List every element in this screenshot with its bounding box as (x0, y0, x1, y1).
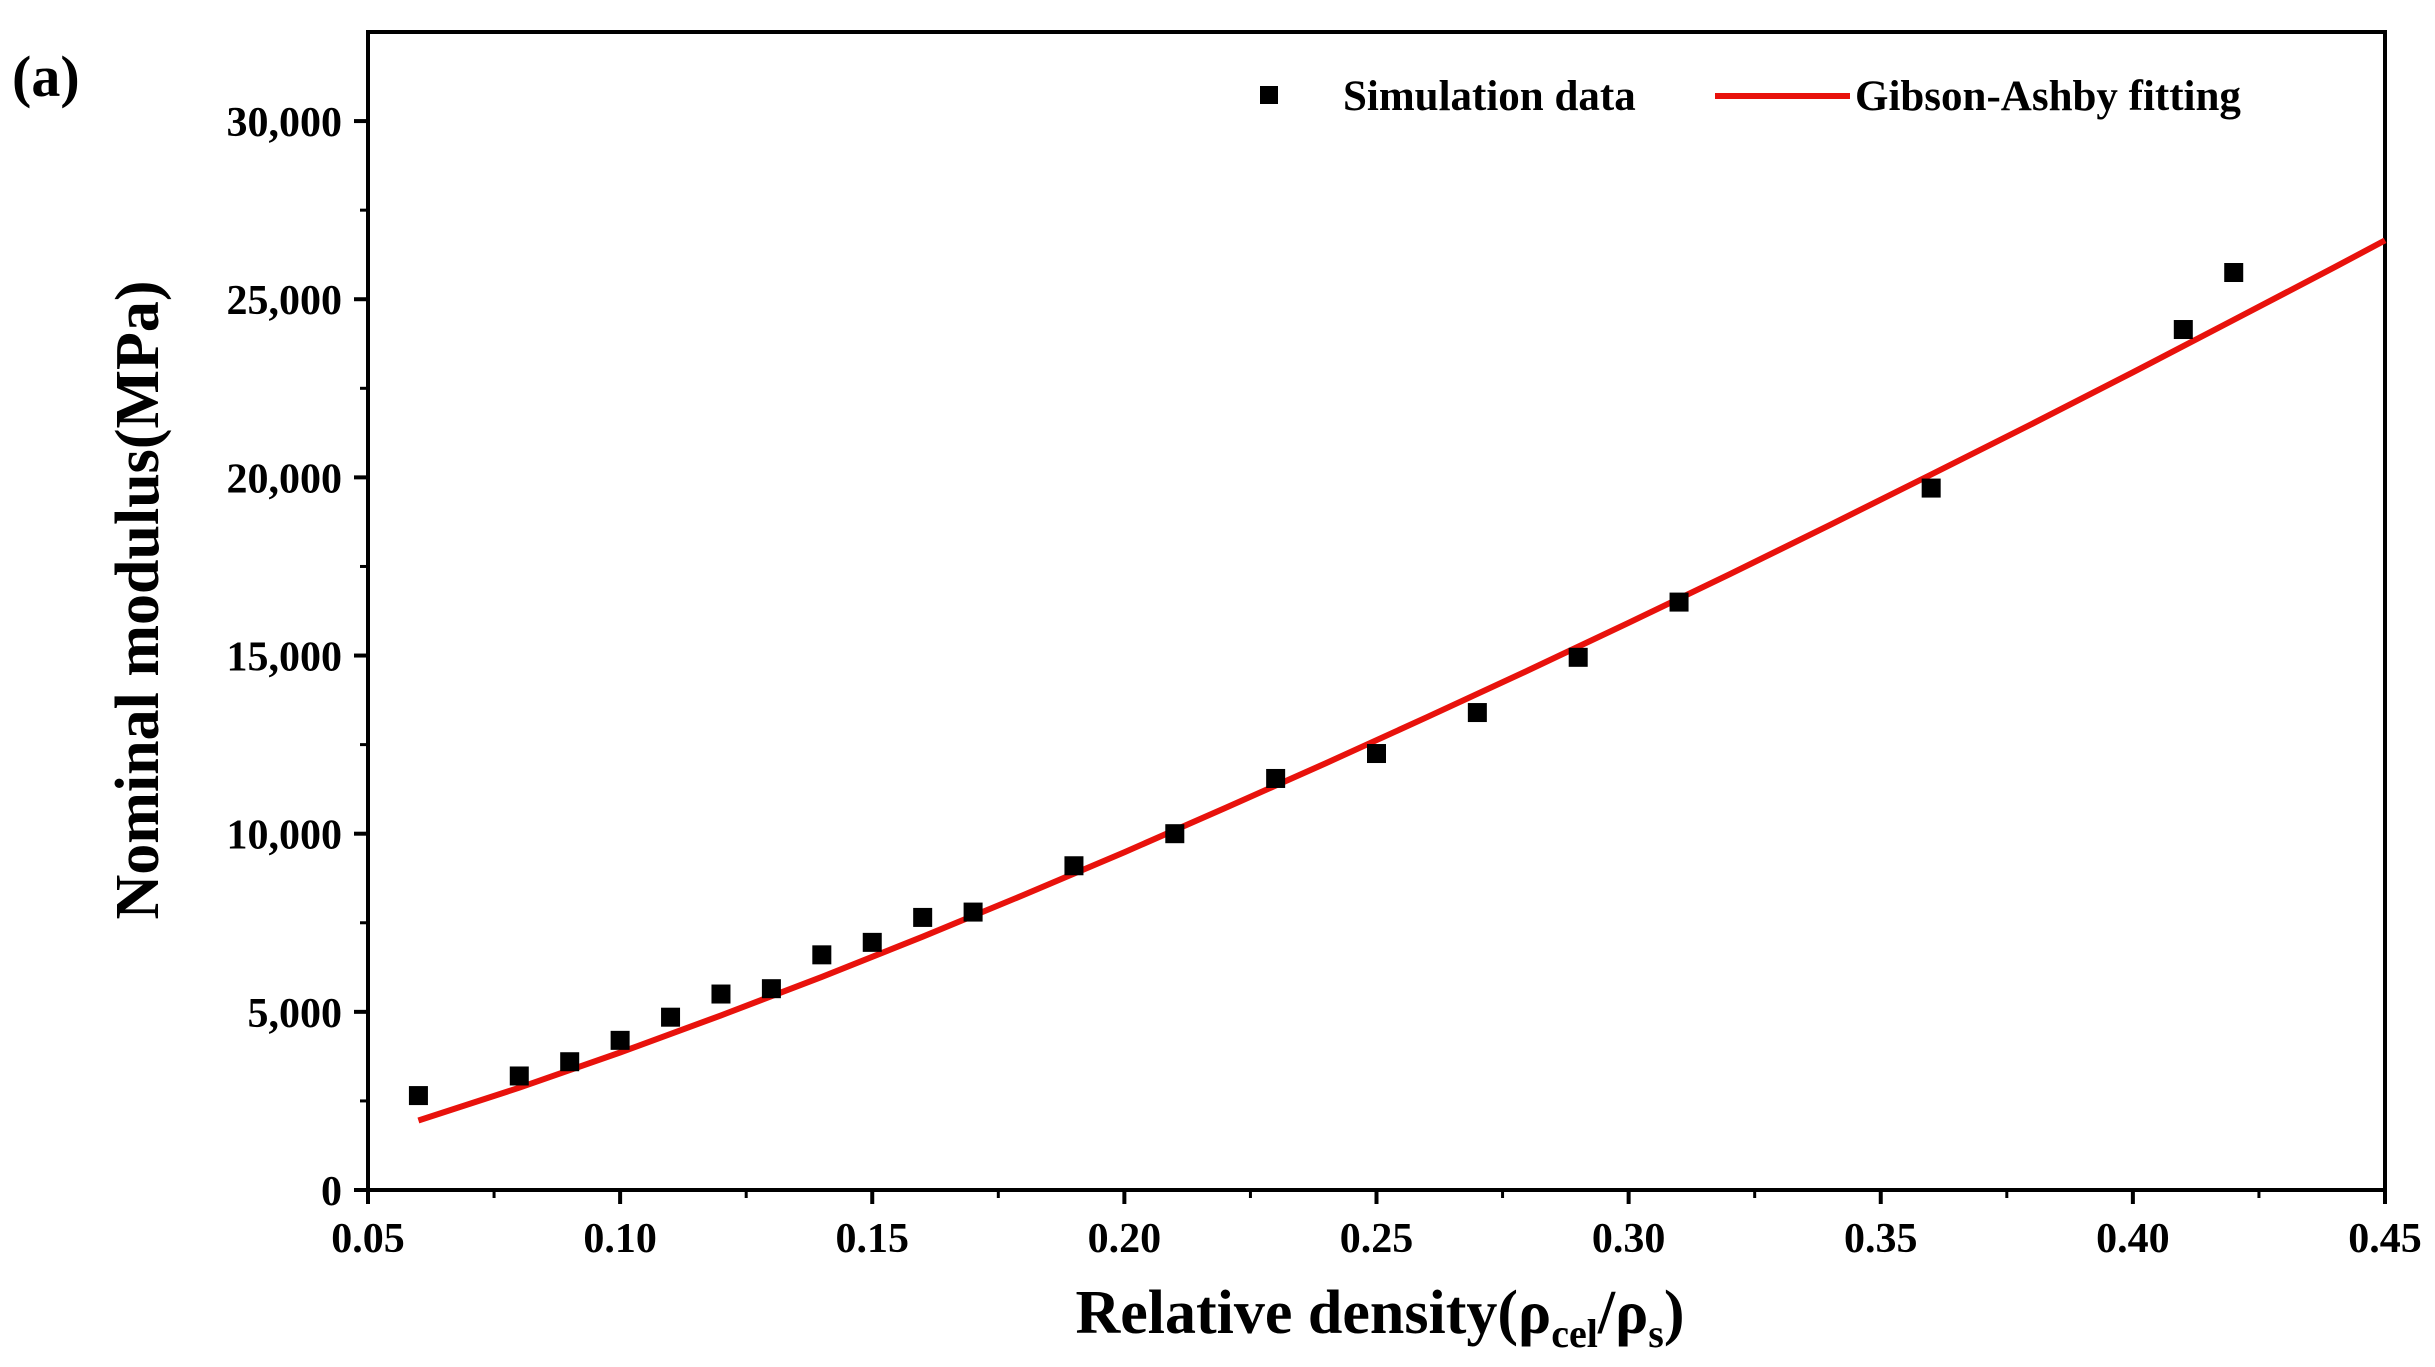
data-point (1064, 856, 1084, 876)
x-tick-label: 0.10 (583, 1216, 657, 1262)
data-point (711, 984, 731, 1004)
x-axis-title-sub-s: s (1648, 1311, 1664, 1356)
data-point (812, 945, 832, 965)
y-tick-label: 20,000 (227, 456, 343, 502)
x-tick-label: 0.45 (2348, 1216, 2422, 1262)
x-tick-label: 0.15 (836, 1216, 910, 1262)
data-point (1568, 647, 1588, 667)
panel-label: (a) (12, 44, 80, 109)
x-tick-label: 0.25 (1340, 1216, 1414, 1262)
data-point (1921, 478, 1941, 498)
data-point (2224, 263, 2244, 283)
data-point (1266, 768, 1286, 788)
gibson-ashby-fit-line (417, 237, 2387, 1124)
x-axis: 0.05 0.10 0.15 0.20 0.25 0.30 0.35 0.40 0.45 (331, 1190, 2422, 1262)
plot-area: 0.05 0.10 0.15 0.20 0.25 0.30 0.35 0.40 0.45 0 5,… (227, 30, 2422, 1262)
data-point (2173, 320, 2193, 340)
x-tick-label: 0.35 (1844, 1216, 1918, 1262)
data-point (862, 932, 882, 952)
legend-label-fitting: Gibson-Ashby fitting (1855, 73, 2241, 120)
x-tick-label: 0.20 (1088, 1216, 1162, 1262)
y-tick-label: 5,000 (248, 991, 343, 1037)
y-axis-title: Nominal modulus(MPa) (104, 281, 172, 920)
y-tick-label: 0 (321, 1169, 342, 1215)
legend-square-marker-icon (1260, 86, 1278, 104)
simulation-data-points (408, 263, 2244, 1106)
data-point (1669, 592, 1689, 612)
x-axis-title-mid: /ρ (1597, 1279, 1648, 1347)
y-tick-label: 15,000 (227, 635, 343, 681)
x-axis-title-sub-cel: cel (1551, 1311, 1598, 1356)
x-axis-title-main: Relative density(ρ (1076, 1279, 1552, 1347)
legend-label-simulation: Simulation data (1343, 73, 1636, 120)
data-point (1467, 703, 1487, 723)
y-tick-label: 25,000 (227, 278, 343, 324)
data-point (661, 1007, 681, 1027)
x-axis-title-end: ) (1664, 1279, 1685, 1347)
y-tick-label: 10,000 (227, 813, 343, 859)
y-axis: 0 5,000 10,000 15,000 20,000 25,000 30,000 (227, 100, 368, 1215)
data-point (610, 1030, 630, 1050)
data-point (963, 902, 983, 922)
data-point (761, 979, 781, 999)
y-tick-label: 30,000 (227, 100, 343, 146)
data-point (560, 1052, 580, 1072)
x-axis-title: Relative density(ρcel/ρs) (1076, 1279, 1685, 1356)
data-point (1367, 744, 1386, 764)
data-point (1165, 824, 1185, 844)
data-point (408, 1086, 428, 1106)
x-tick-label: 0.30 (1592, 1216, 1666, 1262)
legend: Simulation data Gibson-Ashby fitting (1260, 73, 2241, 120)
x-tick-label: 0.40 (2096, 1216, 2170, 1262)
data-point (913, 907, 933, 927)
x-tick-label: 0.05 (331, 1216, 405, 1262)
data-point (509, 1066, 529, 1086)
